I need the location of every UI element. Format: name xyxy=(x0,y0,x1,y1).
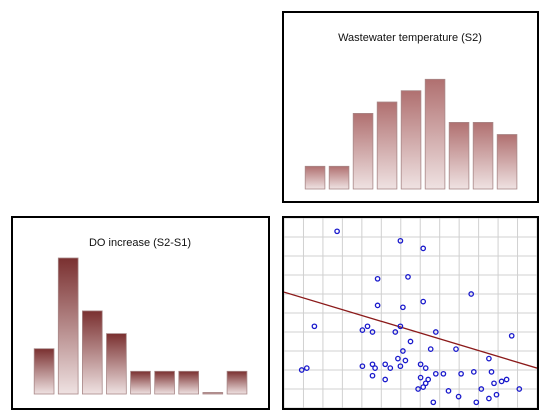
histogram-bar xyxy=(496,134,518,190)
scatter-point xyxy=(420,245,427,252)
scatter-point xyxy=(369,372,376,379)
temperature-histogram-title: Wastewater temperature (S2) xyxy=(338,32,482,44)
scatter-point xyxy=(488,369,495,375)
histogram-bar xyxy=(226,370,248,395)
scatter-point xyxy=(400,304,406,311)
scatter-point xyxy=(397,323,404,330)
histogram-bar xyxy=(57,257,79,395)
scatter-point xyxy=(311,323,318,330)
scatter-point xyxy=(516,386,523,392)
scatter-point xyxy=(407,338,414,345)
scatter-point xyxy=(458,370,464,377)
scatter-point xyxy=(359,327,366,333)
scatter-point xyxy=(298,367,305,373)
do-increase-histogram: DO increase (S2-S1) xyxy=(33,237,248,395)
scatter-point xyxy=(420,298,427,305)
scatter-grid xyxy=(284,218,537,408)
scatter-plot-panel xyxy=(282,216,539,410)
scatter-plot xyxy=(284,218,537,408)
do-increase-histogram-panel: DO increase (S2-S1) xyxy=(11,216,270,410)
scatter-point xyxy=(374,302,381,309)
temperature-histogram-panel: Wastewater temperature (S2) xyxy=(282,11,539,203)
histogram-bar xyxy=(154,370,175,395)
scatter-point xyxy=(508,332,515,339)
scatter-point xyxy=(382,376,389,383)
scatter-point xyxy=(417,361,424,368)
scatter-point xyxy=(422,380,429,387)
histogram-bar xyxy=(424,78,446,190)
scatter-point xyxy=(397,363,404,370)
scatter-point xyxy=(405,274,411,280)
histogram-bar xyxy=(328,165,350,190)
scatter-point xyxy=(382,361,389,368)
scatter-point xyxy=(430,399,437,406)
scatter-point xyxy=(486,395,492,402)
histogram-bar xyxy=(448,122,470,190)
scatter-point xyxy=(440,370,447,377)
scatter-point xyxy=(392,329,399,335)
histogram-bar xyxy=(352,113,374,190)
temperature-histogram: Wastewater temperature (S2) xyxy=(304,32,518,190)
do-increase-histogram-title: DO increase (S2-S1) xyxy=(89,237,191,249)
scatter-point xyxy=(468,291,475,297)
scatter-point xyxy=(387,365,394,371)
scatter-point xyxy=(400,348,406,354)
scatter-point xyxy=(364,323,371,330)
scatter-point xyxy=(445,388,452,394)
scatter-point xyxy=(303,365,310,371)
scatter-point xyxy=(493,391,500,398)
scatter-point xyxy=(372,365,378,371)
scatter-point xyxy=(473,399,480,406)
trend-line xyxy=(284,291,537,369)
histogram-bar xyxy=(472,122,494,190)
scatter-point xyxy=(395,355,401,362)
scatter-point xyxy=(422,365,429,371)
histogram-bar xyxy=(178,370,200,395)
scatter-point xyxy=(359,363,366,370)
scatter-point xyxy=(417,374,424,381)
scatter-point xyxy=(486,355,492,362)
scatter-point xyxy=(491,380,497,387)
scatter-point xyxy=(369,329,376,335)
scatter-point xyxy=(369,361,376,368)
scatter-point xyxy=(374,275,381,282)
scatter-point xyxy=(470,369,477,375)
scatter-point xyxy=(425,376,432,383)
scatter-point xyxy=(334,228,340,235)
scatter-point xyxy=(432,370,439,377)
histogram-bar xyxy=(304,165,326,190)
scatter-point xyxy=(498,378,505,385)
histogram-bar xyxy=(400,90,422,190)
scatter-point xyxy=(432,329,439,335)
scatter-point xyxy=(397,237,404,244)
scatter-point xyxy=(453,346,459,352)
scatter-point xyxy=(503,376,510,383)
scatter-point xyxy=(420,384,427,390)
scatter-point xyxy=(478,386,485,392)
histogram-bar xyxy=(130,370,151,395)
histogram-bar xyxy=(82,310,103,395)
scatter-point xyxy=(455,393,462,400)
histogram-bar xyxy=(202,392,224,395)
scatter-point xyxy=(402,357,409,364)
scatter-point xyxy=(415,386,421,392)
histogram-bar xyxy=(106,333,127,395)
scatter-point xyxy=(427,346,434,352)
histogram-bar xyxy=(376,101,398,190)
histogram-bar xyxy=(33,348,55,395)
